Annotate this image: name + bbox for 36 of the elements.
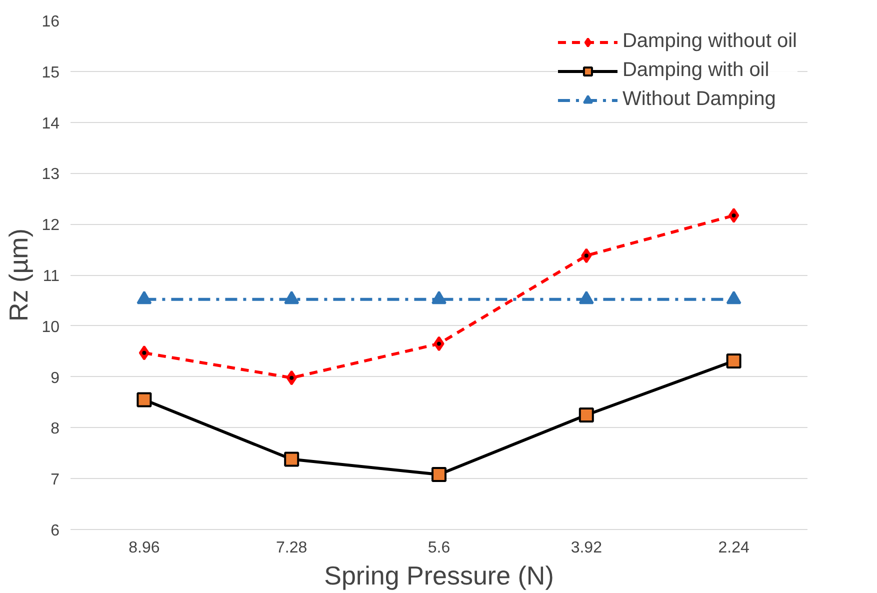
y-tick-label: 6: [50, 522, 60, 540]
point: [284, 290, 300, 304]
x-tick-label: 2.24: [718, 540, 750, 556]
x-tick-label: 5.6: [428, 540, 450, 556]
y-tick-label: 15: [42, 64, 60, 82]
y-axis-title: Rz (µm): [4, 228, 34, 322]
point: [726, 290, 742, 304]
x-tick-label: 7.28: [276, 540, 308, 556]
point: [578, 407, 594, 422]
point: [432, 290, 446, 304]
point: [136, 290, 152, 304]
point: [728, 208, 740, 223]
x-tick-label: 3.92: [570, 540, 602, 556]
point: [432, 467, 446, 482]
point: [578, 290, 594, 304]
point: [581, 248, 592, 264]
y-tick-label: 8: [50, 420, 60, 438]
y-tick-label: 11: [42, 268, 60, 285]
y-tick-label: 13: [42, 166, 60, 184]
x-tick-label: 8.96: [128, 540, 160, 556]
point: [284, 452, 300, 467]
legend-label: Damping without oil: [622, 30, 797, 53]
point: [286, 370, 297, 386]
y-tick-label: 16: [42, 14, 60, 30]
y-tick-label: 14: [42, 115, 60, 132]
point: [434, 336, 444, 352]
legend-label: Damping with oil: [622, 59, 770, 82]
y-tick-label: 10: [42, 318, 60, 336]
point: [726, 354, 742, 369]
y-tick-label: 12: [42, 217, 60, 234]
point: [136, 392, 152, 408]
legend-label: Without Damping: [622, 88, 776, 111]
point: [138, 345, 150, 360]
y-tick-label: 9: [50, 370, 60, 387]
y-tick-label: 7: [50, 472, 60, 489]
x-axis-title: Spring Pressure (N): [324, 560, 554, 590]
